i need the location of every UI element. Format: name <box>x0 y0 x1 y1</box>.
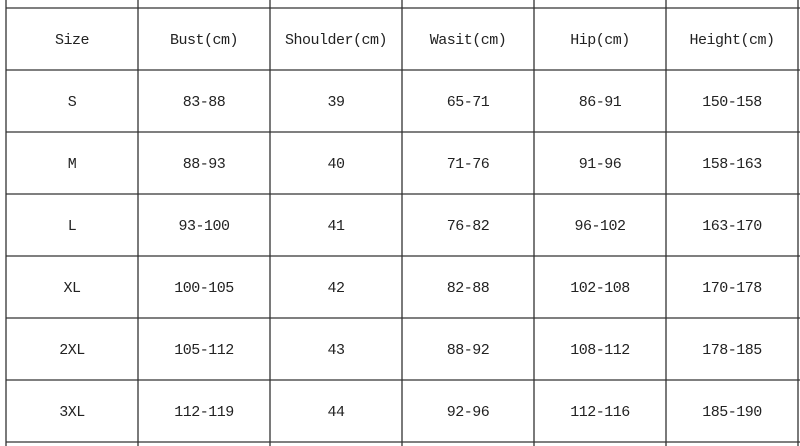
table-cell: 96-102 <box>574 218 625 235</box>
size-cell: 3XL <box>59 404 85 421</box>
size-cell: M <box>68 156 77 173</box>
table-cell: 86-91 <box>579 94 622 111</box>
table-cell: 40 <box>327 156 345 173</box>
table-cell: 39 <box>327 94 344 111</box>
header-cell: Height(cm) <box>689 32 774 49</box>
table-cell: 92-96 <box>447 404 490 421</box>
grid <box>5 0 800 446</box>
table-cell: 105-112 <box>174 342 234 359</box>
table-cell: 112-119 <box>174 404 234 421</box>
table-cell: 65-71 <box>447 94 490 111</box>
table-cell: 91-96 <box>579 156 622 173</box>
header-cell: Size <box>55 32 90 49</box>
table-cell: 185-190 <box>702 404 762 421</box>
table-cell: 42 <box>327 280 344 297</box>
table-cell: 71-76 <box>447 156 490 173</box>
table-cell: 43 <box>327 342 345 359</box>
table-cell: 76-82 <box>447 218 490 235</box>
table-cell: 93-100 <box>178 218 230 235</box>
size-cell: S <box>68 94 77 111</box>
table-cell: 102-108 <box>570 280 630 297</box>
table-cell: 44 <box>327 404 345 421</box>
table-cell: 158-163 <box>702 156 762 173</box>
size-cell: L <box>68 218 77 235</box>
table-cell: 83-88 <box>183 94 226 111</box>
table-cell: 178-185 <box>702 342 762 359</box>
size-cell: 2XL <box>59 342 85 359</box>
header-cell: Bust(cm) <box>170 32 238 49</box>
table-cell: 170-178 <box>702 280 762 297</box>
table-cell: 100-105 <box>174 280 234 297</box>
header-cell: Shoulder(cm) <box>285 32 387 49</box>
table-cell: 82-88 <box>447 280 490 297</box>
header-cell: Hip(cm) <box>570 32 630 49</box>
table-cell: 108-112 <box>570 342 630 359</box>
header-cell: Wasit(cm) <box>430 32 507 49</box>
table-cell: 150-158 <box>702 94 762 111</box>
table-cell: 163-170 <box>702 218 762 235</box>
table-cell: 41 <box>327 218 345 235</box>
table-cell: 88-92 <box>447 342 490 359</box>
table-cell: 112-116 <box>570 404 630 421</box>
size-cell: XL <box>63 280 81 297</box>
table-cell: 88-93 <box>183 156 226 173</box>
